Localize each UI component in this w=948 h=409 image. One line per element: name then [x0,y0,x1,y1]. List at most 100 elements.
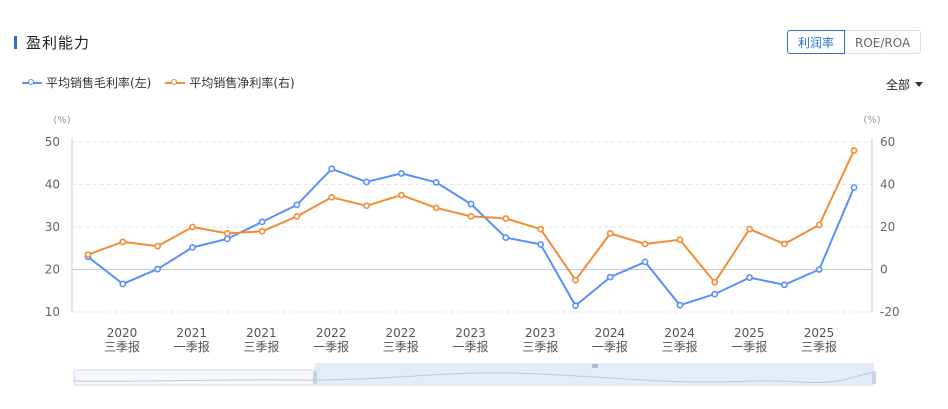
series-1-point[interactable] [293,201,301,209]
series-2-point[interactable] [780,240,788,248]
series-1-point[interactable] [815,266,823,273]
x-tick-period: 三季报 [801,339,837,354]
series-2-point[interactable] [293,212,301,220]
zoom-slider-preview [73,371,875,384]
x-tick-year: 2022 [316,326,347,340]
legend-swatch-blue-icon [22,78,42,88]
x-tick-period: 三季报 [104,339,140,354]
series-2-point[interactable] [641,240,649,248]
series-1-point[interactable] [189,243,196,251]
tab-profit-margin[interactable]: 利润率 [787,30,846,54]
series-1-point[interactable] [432,178,440,186]
right-tick-label: 20 [880,220,895,234]
series-2-point[interactable] [676,236,684,244]
range-dropdown[interactable]: 全部 [886,76,924,93]
series-2-point[interactable] [746,225,753,233]
series-1-point[interactable] [572,302,579,310]
x-tick-year: 2023 [455,326,486,340]
right-tick-label: 40 [880,178,895,192]
x-tick-period: 一季报 [592,339,628,354]
series-1-point[interactable] [780,281,788,289]
series-2-point[interactable] [328,193,336,201]
legend-label-net-margin: 平均销售净利率(右) [189,76,295,90]
left-tick-label: 10 [45,305,60,319]
series-1-point[interactable] [606,273,614,281]
series-2-point[interactable] [189,223,196,231]
series-2-point[interactable] [815,221,823,229]
zoom-handle-left[interactable] [313,371,317,384]
tab-roe-roa[interactable]: ROE/ROA [845,30,922,54]
legend-item-gross-margin[interactable]: 平均销售毛利率(左) [22,74,151,91]
series-1-point[interactable] [850,184,858,191]
range-dropdown-value: 全部 [886,78,911,92]
x-tick-year: 2025 [734,326,765,340]
x-tick-period: 一季报 [452,339,488,354]
x-tick-year: 2022 [386,326,417,340]
series-2-point[interactable] [397,191,405,199]
metric-tabs: 利润率 ROE/ROA [787,30,922,54]
series-2-point[interactable] [154,242,162,250]
series-1-point[interactable] [119,280,127,288]
legend-item-net-margin[interactable]: 平均销售净利率(右) [165,74,295,91]
x-tick-year: 2023 [525,326,556,340]
x-tick-period: 三季报 [383,339,419,354]
series-2-point[interactable] [258,227,266,235]
left-tick-label: 20 [45,263,60,277]
series-1-point[interactable] [363,178,370,186]
series-2-point[interactable] [363,202,370,210]
series-line-1 [87,167,855,307]
series-2-point[interactable] [432,204,440,212]
right-tick-label: 60 [880,135,895,149]
legend-label-gross-margin: 平均销售毛利率(左) [46,76,152,90]
series-2-point[interactable] [711,278,719,286]
series-1-point[interactable] [223,235,231,243]
x-tick-period: 三季报 [662,339,698,354]
series-1-point[interactable] [502,234,510,242]
x-tick-year: 2024 [595,326,626,340]
title-accent-bar [14,35,17,49]
section-title-text: 盈利能力 [26,33,91,52]
x-tick-period: 一季报 [174,339,210,354]
series-1-point[interactable] [328,165,336,173]
series-2-point[interactable] [537,225,545,233]
series-1-point[interactable] [397,170,405,177]
right-tick-label: 0 [880,263,888,277]
series-2-point[interactable] [84,251,92,259]
series-2-point[interactable] [119,238,127,246]
series-1-point[interactable] [641,258,649,266]
x-tick-period: 一季报 [731,339,767,354]
section-title: 盈利能力 [14,33,91,52]
series-2-point[interactable] [572,276,579,284]
series-1-point[interactable] [537,241,545,248]
right-axis-unit: (%) [863,115,880,126]
series-1-point[interactable] [154,265,162,273]
caret-down-icon [915,82,924,87]
left-tick-label: 50 [45,135,60,149]
left-axis-unit: (%) [53,115,70,126]
series-2-point[interactable] [606,229,614,237]
series-1-point[interactable] [676,301,684,309]
series-1-point[interactable] [746,274,753,281]
series-1-point[interactable] [258,218,266,226]
x-tick-year: 2021 [246,326,277,340]
x-tick-period: 三季报 [243,339,279,354]
zoom-handle-right[interactable] [872,371,876,384]
series-2-point[interactable] [467,212,475,220]
series-1-point[interactable] [467,200,475,208]
series-1-point[interactable] [711,290,719,298]
series-2-point[interactable] [223,229,231,237]
legend-swatch-orange-icon [165,78,186,88]
x-tick-year: 2025 [804,326,835,340]
x-tick-year: 2021 [176,326,207,340]
x-tick-period: 一季报 [313,339,349,354]
x-tick-period: 三季报 [522,339,558,354]
zoom-drag-grip-icon[interactable] [592,364,598,368]
chart-legend: 平均销售毛利率(左) 平均销售净利率(右) [22,74,309,91]
right-tick-label: -20 [880,305,900,319]
zoom-slider-window[interactable] [315,363,874,385]
series-2-point[interactable] [850,147,858,154]
x-tick-year: 2020 [107,326,138,340]
series-2-point[interactable] [502,215,510,222]
x-tick-year: 2024 [664,326,695,340]
